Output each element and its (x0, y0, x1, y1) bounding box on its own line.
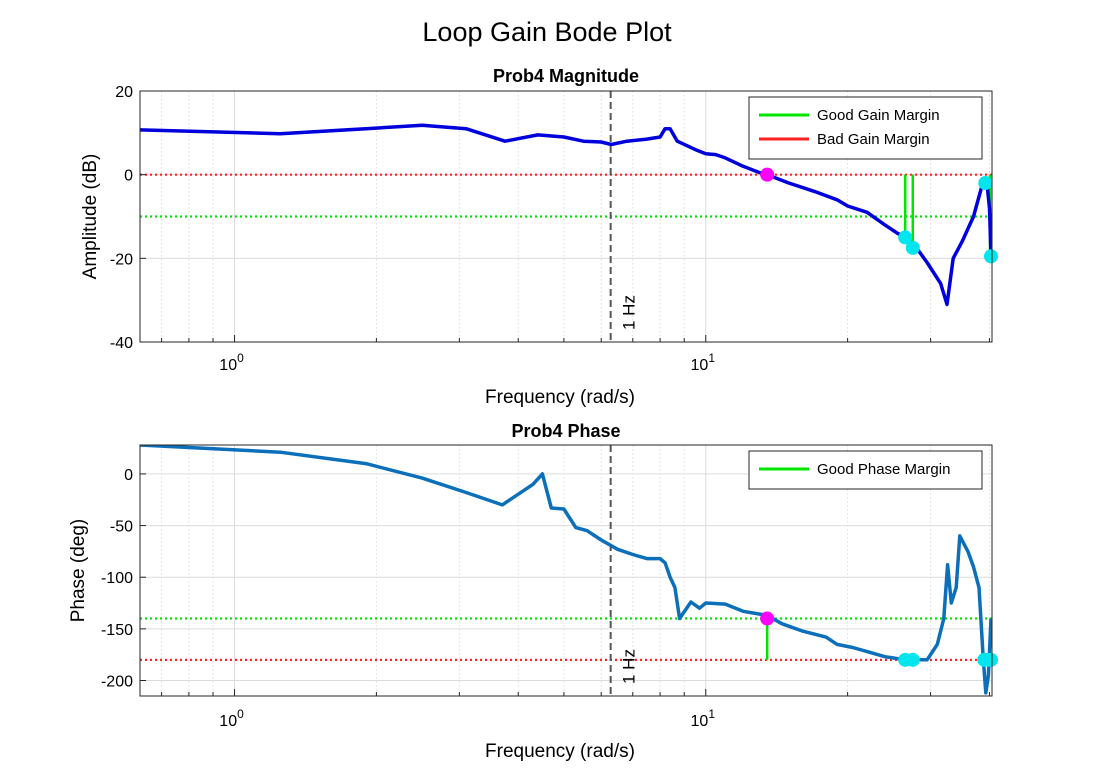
legend-box (748, 96, 983, 160)
y-tick-label: -50 (110, 519, 133, 536)
margin-point-marker (905, 240, 920, 255)
crossover-point-marker (760, 611, 775, 626)
legend-entry: Good Phase Margin (817, 461, 950, 478)
panel-title: Prob4 Phase (511, 421, 620, 441)
y-tick-label: -150 (101, 622, 133, 639)
y-tick-label: -40 (110, 335, 133, 352)
x-tick-label: 101 (691, 707, 716, 730)
margin-point-marker (898, 230, 913, 245)
y-tick-label: -20 (110, 251, 133, 268)
legend-entry: Bad Gain Margin (817, 131, 930, 148)
one-hz-label: 1 Hz (620, 295, 639, 330)
y-tick-label: 0 (124, 168, 133, 185)
panel-title: Prob4 Magnitude (493, 66, 639, 86)
margin-point-marker (978, 176, 993, 191)
y-tick-label: 0 (124, 467, 133, 484)
crossover-point-marker (760, 167, 775, 182)
figure-title: Loop Gain Bode Plot (422, 17, 672, 47)
axes-box (139, 444, 993, 697)
x-axis-label: Frequency (rad/s) (485, 741, 635, 762)
y-axis-label: Amplitude (dB) (80, 154, 101, 280)
y-axis-label: Phase (deg) (68, 519, 89, 623)
margin-point-marker (905, 652, 920, 667)
margin-point-marker (983, 249, 998, 264)
x-tick-label: 100 (219, 707, 244, 730)
magnitude-series-line (140, 123, 992, 307)
one-hz-label: 1 Hz (620, 649, 639, 684)
x-axis-label: Frequency (rad/s) (485, 387, 635, 408)
magnitude-panel: 1 Hz 20 0 -20 -40 100 101 Prob4 Magnitude Freque… (80, 66, 998, 408)
y-tick-label: 20 (115, 84, 133, 101)
y-tick-label: -100 (101, 570, 133, 587)
legend-entry: Good Gain Margin (817, 107, 940, 124)
legend-box (748, 450, 983, 490)
y-tick-label: -200 (101, 674, 133, 691)
phase-series-line (140, 445, 992, 695)
x-tick-label: 101 (691, 351, 716, 374)
axes-box (139, 90, 993, 343)
margin-point-marker (983, 652, 998, 667)
phase-panel: 1 Hz 0 -50 -100 -150 -200 100 101 Prob4 Phase Fre… (68, 421, 998, 762)
x-tick-label: 100 (219, 351, 244, 374)
